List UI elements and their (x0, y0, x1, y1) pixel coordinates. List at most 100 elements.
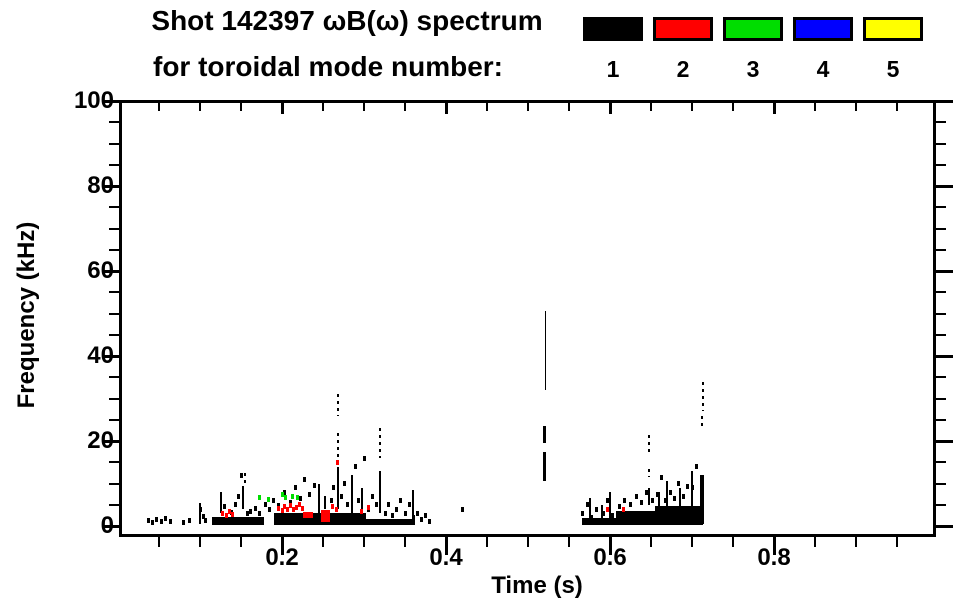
mode-1-point (342, 481, 346, 486)
mode-3-point (283, 495, 287, 501)
mode-1-streak (699, 475, 704, 524)
x-minor-tick-top (158, 103, 160, 111)
x-minor-tick-bottom (527, 537, 529, 547)
mode-1-streak (219, 492, 222, 514)
mode-1-point (656, 491, 660, 497)
x-minor-tick-bottom (896, 537, 898, 547)
mode-1-streak (678, 487, 681, 522)
mode-2-point (228, 509, 232, 515)
x-minor-tick-top (199, 103, 201, 111)
mode-2-point (221, 510, 225, 516)
y-minor-tick-right (936, 333, 946, 336)
mode-1-point (346, 502, 350, 508)
mode-1-streak (691, 470, 693, 522)
mode-1-streak (336, 466, 339, 509)
x-major-tick-top (280, 103, 284, 114)
y-minor-tick-left (109, 418, 119, 421)
mode-1-band (582, 518, 616, 526)
y-minor-tick-left (109, 163, 119, 166)
x-major-tick-top (444, 103, 448, 114)
mode-1-point (644, 489, 648, 495)
mode-1-point (651, 498, 655, 503)
mode-1-point (590, 515, 594, 520)
mode-1-point (374, 502, 378, 508)
mode-1-point (201, 514, 205, 520)
mode-2-point (334, 506, 338, 512)
mode-1-point (618, 504, 622, 510)
y-major-tick-left (102, 439, 119, 443)
x-minor-tick-top (650, 103, 652, 111)
mode-3-point (281, 492, 285, 498)
mode-1-point (690, 485, 694, 491)
mode-1-point (695, 464, 699, 469)
x-minor-tick-top (855, 103, 857, 111)
x-major-tick-bottom (608, 537, 612, 555)
y-minor-tick-left (109, 397, 119, 400)
x-major-tick-bottom (772, 537, 776, 555)
mode-2-point (360, 509, 364, 515)
mode-1-point (233, 502, 237, 508)
mode-1-point (660, 474, 664, 480)
mode-1-point (594, 506, 598, 512)
mode-1-streak (360, 487, 363, 509)
mode-2-point (277, 505, 281, 511)
x-minor-tick-bottom (650, 537, 652, 547)
mode-1-point (254, 505, 258, 511)
y-minor-tick-right (936, 206, 946, 209)
x-axis-title: Time (s) (491, 572, 583, 599)
x-minor-tick-top (527, 103, 529, 111)
x-minor-tick-bottom (404, 537, 406, 547)
mode-1-band (273, 513, 366, 526)
mode-1-streak (244, 472, 247, 484)
x-minor-tick-top (486, 103, 488, 111)
mode-1-point (686, 483, 690, 489)
y-major-tick-right (936, 439, 953, 443)
y-minor-tick-left (109, 333, 119, 336)
mode-1-point (187, 518, 191, 524)
mode-1-point (623, 498, 627, 503)
mode-2-point (286, 506, 290, 512)
mode-2-point (231, 511, 235, 517)
y-minor-tick-right (936, 291, 946, 294)
y-minor-tick-right (936, 227, 946, 230)
mode-1-band (615, 510, 661, 526)
axis-top-line (119, 100, 936, 103)
y-minor-tick-right (936, 142, 946, 145)
x-minor-tick-top (896, 103, 898, 111)
mode-3-point (266, 497, 270, 503)
y-tick-label: 80 (87, 172, 114, 199)
mode-1-point (204, 517, 208, 523)
legend-swatch-n1 (583, 17, 643, 41)
axis-left-line (119, 100, 122, 537)
y-major-tick-left (102, 184, 119, 188)
axis-right-line (933, 100, 936, 537)
mode-2-band (303, 511, 313, 519)
mode-1-point (395, 506, 399, 512)
y-minor-tick-left (109, 461, 119, 464)
mode-1-streak (600, 504, 603, 522)
mode-1-point (223, 504, 227, 510)
mode-1-point (370, 493, 374, 499)
mode-1-streak (350, 475, 353, 514)
mode-1-streak (542, 451, 546, 482)
y-minor-tick-right (936, 418, 946, 421)
mode-1-point (460, 507, 464, 513)
mode-1-point (339, 493, 343, 499)
mode-1-point (246, 510, 250, 516)
legend-swatch-n4 (793, 17, 853, 41)
mode-1-point (332, 485, 336, 491)
mode-1-point (411, 515, 415, 520)
x-minor-tick-bottom (363, 537, 365, 547)
y-minor-tick-right (936, 312, 946, 315)
y-major-tick-right (936, 269, 953, 273)
mode-1-point (313, 483, 317, 489)
x-minor-tick-top (363, 103, 365, 111)
x-minor-tick-top (732, 103, 734, 111)
mode-1-point (308, 491, 312, 497)
mode-1-point (419, 517, 423, 523)
legend-label-n3: 3 (746, 56, 760, 82)
x-major-tick-bottom (444, 537, 448, 555)
mode-1-streak (648, 434, 651, 452)
y-minor-tick-left (109, 503, 119, 506)
mode-1-point (288, 500, 292, 506)
